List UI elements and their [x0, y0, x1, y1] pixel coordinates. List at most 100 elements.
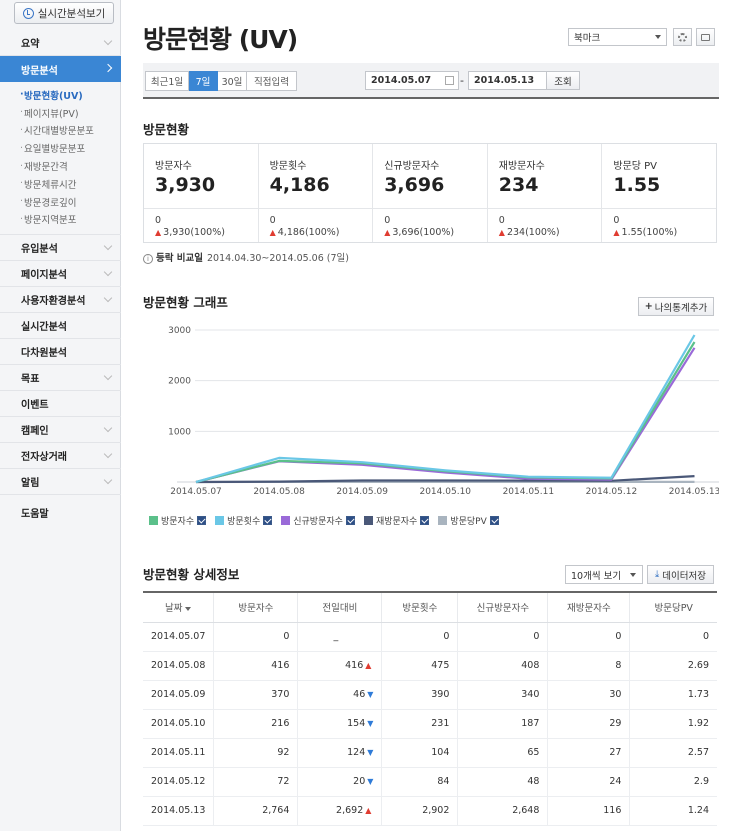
sidebar-subitem-uv[interactable]: 방문현황(UV)	[0, 86, 121, 104]
start-date-input[interactable]: 2014.05.07	[365, 71, 459, 90]
sidebar-subitem-revisit-interval[interactable]: 재방문간격	[0, 157, 121, 175]
sidebar-item-multidimensional[interactable]: 다차원분석	[0, 339, 121, 366]
kpi-base: 0	[613, 215, 620, 226]
sidebar-item-event[interactable]: 이벤트	[0, 391, 121, 418]
kpi-base: 0	[384, 215, 391, 226]
kpi-returning-visitors: 재방문자수 234 0 ▲ 234(100%)	[486, 144, 602, 242]
cell-new: 340	[457, 680, 548, 710]
legend-item[interactable]: 방문자수	[149, 514, 207, 527]
column-header-diff: 전일대비	[297, 592, 382, 623]
settings-button[interactable]	[673, 28, 692, 46]
x-tick-label: 2014.05.12	[586, 487, 638, 497]
cell-returning: 116	[547, 796, 630, 826]
legend-item[interactable]: 재방문자수	[363, 514, 430, 527]
sidebar-item-alert[interactable]: 알림	[0, 469, 121, 496]
cell-uv: 72	[213, 767, 298, 797]
cell-date: 2014.05.10	[143, 709, 214, 739]
column-header-uv: 방문자수	[213, 592, 298, 623]
save-data-label: 데이터저장	[662, 570, 706, 582]
kpi-delta-value: 4,186(100%)	[277, 227, 340, 238]
legend-swatch	[438, 516, 448, 525]
y-tick-label: 1000	[168, 427, 191, 437]
tab-last-1-day[interactable]: 최근1일	[145, 71, 189, 91]
date-separator: -	[460, 74, 464, 87]
sidebar-item-label: 목표	[21, 374, 40, 386]
kpi-label: 방문횟수	[269, 161, 307, 172]
chevron-down-icon	[103, 450, 113, 459]
legend-checkbox[interactable]	[489, 516, 499, 525]
sidebar-subitem-path-depth[interactable]: 방문경로깊이	[0, 193, 121, 211]
calendar-icon[interactable]	[445, 76, 454, 85]
x-tick-label: 2014.05.08	[253, 487, 305, 497]
print-button[interactable]	[696, 28, 715, 46]
query-button[interactable]: 조회	[546, 71, 580, 90]
cell-visits: 2,902	[381, 796, 458, 826]
sidebar: 실시간분석보기 요약 방문분석 방문현황(UV) 페이지뷰(PV) 시간대별방문…	[0, 0, 121, 831]
sidebar-item-visit-analysis[interactable]: 방문분석	[0, 56, 121, 82]
arrow-up-icon: ▲	[269, 228, 276, 237]
kpi-delta: ▲ 4,186(100%)	[270, 227, 340, 238]
sidebar-item-help[interactable]: 도움말	[0, 499, 121, 525]
legend-checkbox[interactable]	[197, 516, 207, 525]
sidebar-subitem-duration[interactable]: 방문체류시간	[0, 175, 121, 193]
column-header-new: 신규방문자수	[457, 592, 548, 623]
cell-diff-value: 20	[353, 776, 366, 787]
chevron-down-icon	[103, 476, 113, 485]
realtime-analysis-label: 실시간분석보기	[37, 7, 106, 20]
sidebar-item-summary[interactable]: 요약	[0, 30, 121, 56]
sidebar-item-goal[interactable]: 목표	[0, 365, 121, 392]
kpi-label: 방문자수	[155, 161, 192, 172]
column-header-visits: 방문횟수	[381, 592, 458, 623]
cell-diff: 416 ▲	[297, 651, 382, 681]
cell-new: 65	[457, 738, 548, 768]
legend-checkbox[interactable]	[263, 516, 273, 525]
date-filter-bar: 최근1일 7일 30일 직접입력 2014.05.07 - 2014.05.13…	[143, 63, 719, 99]
sidebar-item-label: 캠페인	[21, 426, 49, 438]
sidebar-item-inflow[interactable]: 유입분석	[0, 235, 121, 262]
cell-diff: 20 ▼	[297, 767, 382, 797]
sidebar-item-campaign[interactable]: 캠페인	[0, 417, 121, 444]
legend-swatch	[281, 516, 291, 525]
legend-checkbox[interactable]	[420, 516, 430, 525]
cell-visits: 390	[381, 680, 458, 710]
sidebar-item-environment[interactable]: 사용자환경분석	[0, 287, 121, 314]
column-header-date[interactable]: 날짜	[143, 592, 214, 623]
save-data-button[interactable]: ⤓ 데이터저장	[647, 565, 714, 584]
chevron-down-icon	[103, 372, 113, 381]
tab-7-days[interactable]: 7일	[189, 71, 218, 91]
cell-pv: 2.9	[629, 767, 717, 797]
sidebar-subitem-weekday[interactable]: 요일별방문분포	[0, 139, 121, 157]
main-content: 방문현황 (UV) 북마크 최근1일 7일 30일 직접입력 2014.05.0…	[121, 0, 740, 831]
tab-custom-range[interactable]: 직접입력	[247, 71, 297, 91]
legend-item[interactable]: 방문횟수	[215, 514, 273, 527]
cell-new: 0	[457, 622, 548, 652]
realtime-analysis-button[interactable]: 실시간분석보기	[14, 2, 114, 24]
x-tick-label: 2014.05.10	[419, 487, 471, 497]
table-row: 2014.05.07 0 _ 0 0 0 0	[143, 622, 717, 652]
series-line-3	[195, 475, 695, 484]
detail-title: 방문현황 상세정보	[143, 567, 240, 582]
cell-uv: 370	[213, 680, 298, 710]
sidebar-item-realtime[interactable]: 실시간분석	[0, 313, 121, 340]
kpi-uv: 방문자수 3,930 0 ▲ 3,930(100%)	[144, 144, 258, 242]
legend-item[interactable]: 방문당PV	[438, 514, 499, 527]
legend-item[interactable]: 신규방문자수	[281, 514, 355, 527]
plus-icon: +	[644, 301, 653, 312]
graph-title: 방문현황 그래프	[143, 295, 228, 310]
sidebar-item-label: 유입분석	[21, 244, 58, 256]
cell-diff: 2,692 ▲	[297, 796, 382, 826]
sidebar-item-label: 페이지분석	[21, 270, 67, 282]
cell-pv: 1.24	[629, 796, 717, 826]
bookmark-select[interactable]: 북마크	[568, 28, 667, 46]
tab-30-days[interactable]: 30일	[218, 71, 247, 91]
sidebar-subitem-hourly[interactable]: 시간대별방문분포	[0, 122, 121, 140]
legend-checkbox[interactable]	[345, 516, 355, 525]
sidebar-item-ecommerce[interactable]: 전자상거래	[0, 443, 121, 470]
sidebar-item-page[interactable]: 페이지분석	[0, 261, 121, 288]
legend-label: 재방문자수	[375, 517, 418, 527]
rows-per-page-select[interactable]: 10개씩 보기	[565, 565, 643, 584]
add-my-stats-button[interactable]: + 나의통계추가	[638, 297, 714, 316]
sidebar-subitem-pv[interactable]: 페이지뷰(PV)	[0, 104, 121, 122]
compare-label: 등락 비교일	[156, 253, 204, 264]
sidebar-subitem-region[interactable]: 방문지역분포	[0, 211, 121, 229]
